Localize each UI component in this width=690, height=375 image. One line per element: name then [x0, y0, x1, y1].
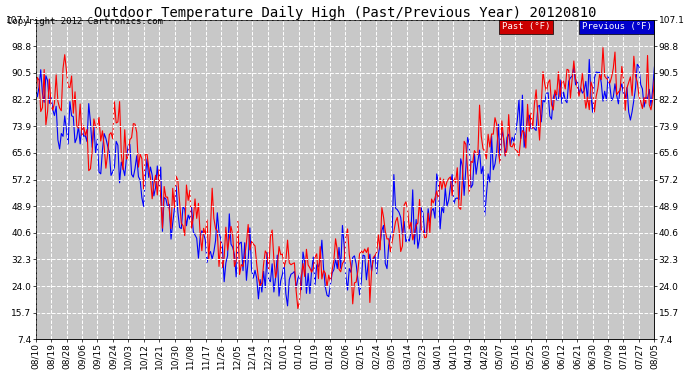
Title: Outdoor Temperature Daily High (Past/Previous Year) 20120810: Outdoor Temperature Daily High (Past/Pre…	[94, 6, 596, 20]
Text: Past (°F): Past (°F)	[502, 22, 550, 32]
Text: Copyright 2012 Cartronics.com: Copyright 2012 Cartronics.com	[7, 17, 163, 26]
Text: Previous (°F): Previous (°F)	[582, 22, 651, 32]
